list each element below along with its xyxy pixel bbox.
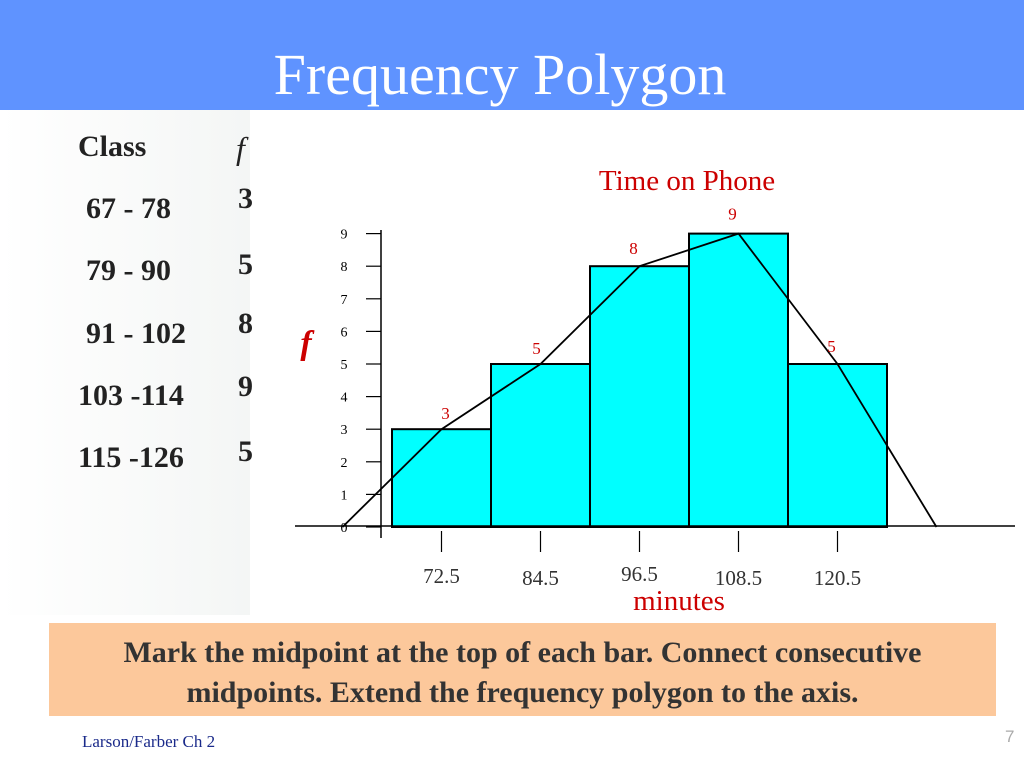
x-tick-label: 72.5 bbox=[423, 564, 460, 588]
x-tick-label: 84.5 bbox=[522, 566, 559, 590]
frequency-row-2: 5 bbox=[238, 248, 253, 281]
data-label: 5 bbox=[827, 337, 836, 356]
instruction-line-1: Mark the midpoint at the top of each bar… bbox=[123, 636, 922, 669]
frequency-row-3: 8 bbox=[238, 307, 253, 340]
class-header: Class bbox=[78, 130, 147, 163]
histogram-bar bbox=[391, 428, 492, 529]
data-label: 3 bbox=[441, 404, 450, 423]
y-tick-label: 4 bbox=[341, 391, 348, 406]
y-tick-label: 5 bbox=[341, 358, 348, 373]
x-axis-label: minutes bbox=[633, 585, 725, 617]
class-row-1: 67 - 78 bbox=[86, 192, 171, 225]
y-tick-label: 2 bbox=[341, 456, 348, 471]
frequency-row-1: 3 bbox=[238, 182, 253, 215]
histogram-bar bbox=[490, 363, 591, 528]
y-tick-label: 1 bbox=[341, 488, 348, 503]
footer-citation: Larson/Farber Ch 2 bbox=[82, 732, 216, 751]
class-row-2: 79 - 90 bbox=[86, 254, 171, 287]
instruction-line-2: midpoints. Extend the frequency polygon … bbox=[186, 676, 859, 709]
y-tick-label: 6 bbox=[341, 325, 348, 340]
instruction-note: Mark the midpoint at the top of each bar… bbox=[49, 623, 996, 716]
class-row-4: 103 -114 bbox=[78, 379, 184, 412]
y-tick-label: 7 bbox=[341, 293, 348, 308]
data-label: 5 bbox=[532, 339, 541, 358]
histogram-bar bbox=[589, 265, 690, 528]
table-panel bbox=[0, 110, 250, 615]
frequency-header: f bbox=[236, 130, 245, 166]
frequency-row-5: 5 bbox=[238, 435, 253, 468]
chart-title: Time on Phone bbox=[599, 165, 775, 197]
class-row-3: 91 - 102 bbox=[86, 317, 186, 350]
frequency-row-4: 9 bbox=[238, 370, 253, 403]
data-label: 9 bbox=[728, 205, 737, 224]
data-label: 8 bbox=[629, 239, 638, 258]
y-tick-label: 8 bbox=[341, 260, 348, 275]
slide-title: Frequency Polygon bbox=[273, 42, 727, 107]
class-row-5: 115 -126 bbox=[78, 441, 184, 474]
page-number: 7 bbox=[1005, 727, 1015, 746]
histogram-bar bbox=[787, 363, 888, 528]
frequency-polygon-line bbox=[341, 232, 938, 528]
y-axis-label: f bbox=[300, 325, 315, 362]
histogram-bar bbox=[688, 232, 789, 528]
x-tick-label: 96.5 bbox=[621, 562, 658, 586]
title-bar bbox=[0, 0, 1024, 110]
y-tick-label: 9 bbox=[341, 228, 348, 243]
x-tick-label: 108.5 bbox=[715, 566, 762, 590]
y-tick-label: 3 bbox=[341, 423, 348, 438]
y-tick-label: 0 bbox=[341, 521, 348, 536]
x-tick-label: 120.5 bbox=[814, 566, 861, 590]
